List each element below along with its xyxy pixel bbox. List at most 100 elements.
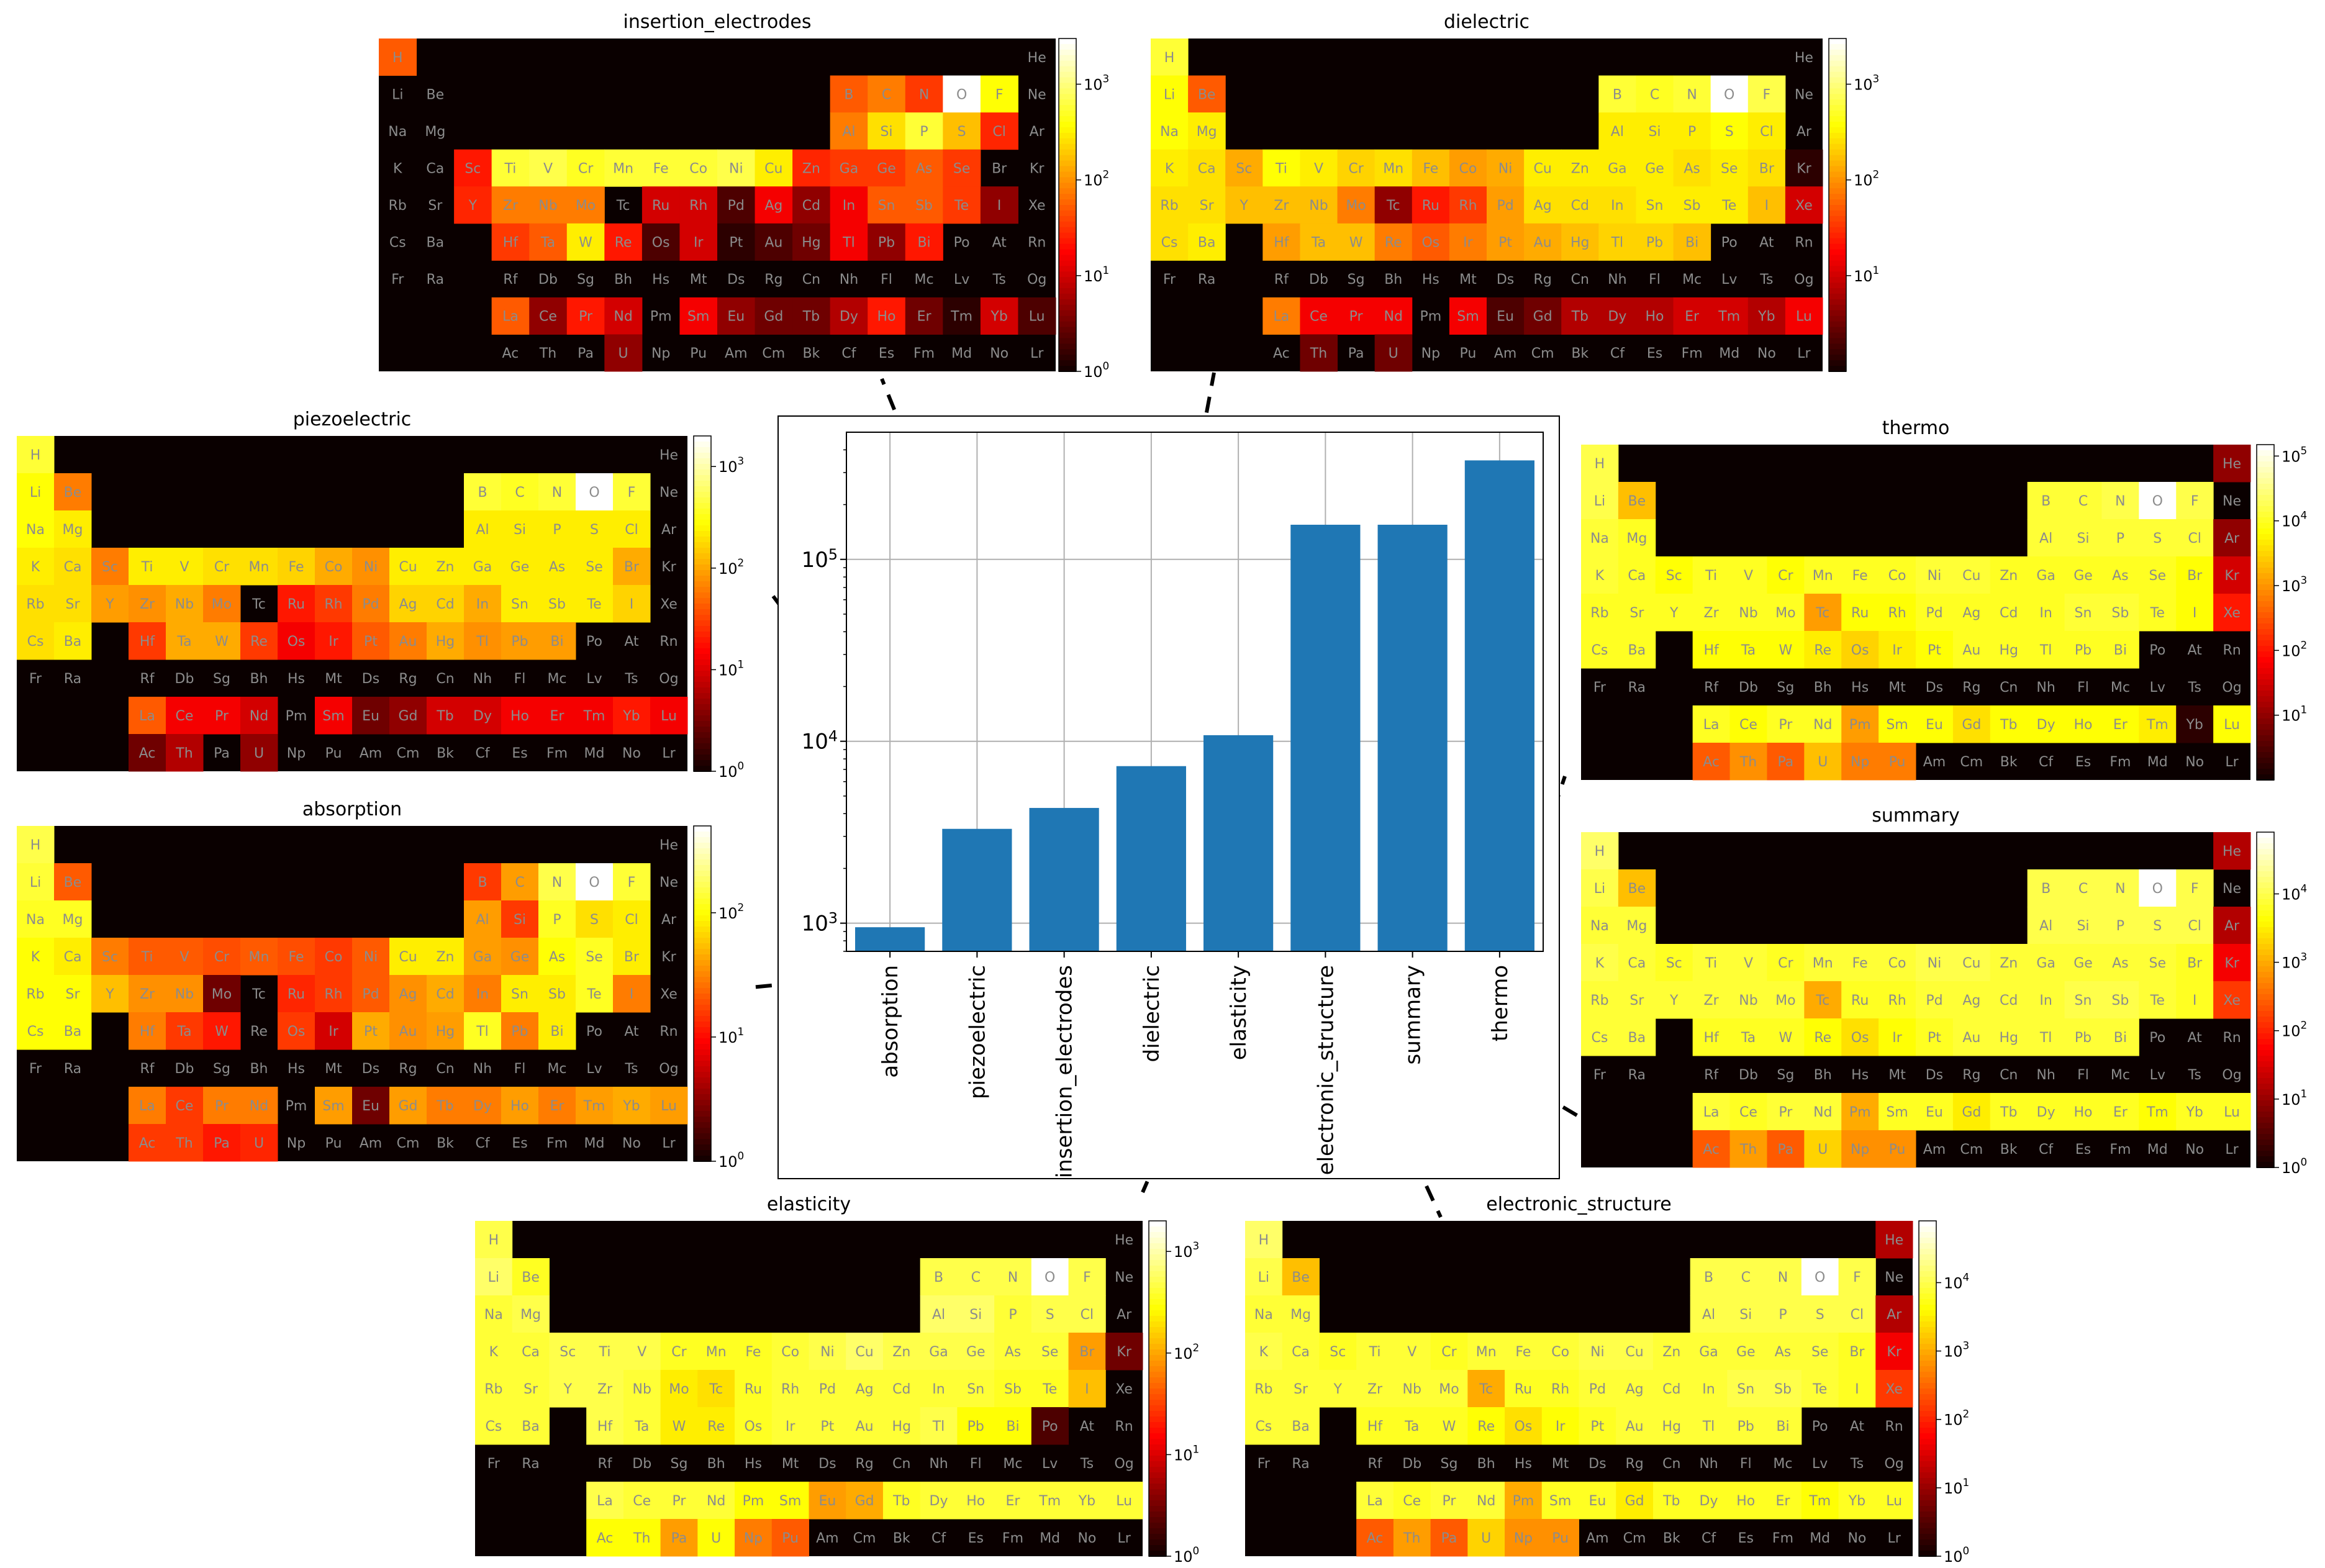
element-label-Cu: Cu	[1625, 1344, 1643, 1360]
colorbar-segment	[1149, 1226, 1166, 1233]
colorbar-segment	[694, 971, 711, 977]
cell-Pa	[1430, 1519, 1468, 1557]
element-label-Fe: Fe	[745, 1344, 761, 1360]
cell-K	[1151, 149, 1189, 187]
cell-Pt	[1579, 1407, 1616, 1445]
colorbar-segment	[1919, 1333, 1936, 1339]
element-label-Mt: Mt	[1888, 1067, 1906, 1083]
element-label-Ne: Ne	[2223, 494, 2241, 509]
element-label-Fe: Fe	[1852, 956, 1868, 971]
colorbar-segment	[2257, 646, 2274, 652]
element-label-Rh: Rh	[324, 597, 342, 612]
element-label-Te: Te	[1812, 1382, 1827, 1397]
cell-Mo	[1337, 186, 1376, 224]
element-label-Ru: Ru	[745, 1382, 762, 1397]
element-label-N: N	[552, 875, 562, 890]
element-label-Yb: Yb	[622, 1099, 640, 1114]
colorbar-segment	[694, 749, 711, 755]
cell-Ta	[166, 1012, 204, 1050]
cell-Ge	[957, 1333, 995, 1371]
colorbar-segment	[1059, 99, 1076, 106]
element-label-Si: Si	[969, 1307, 982, 1323]
cell-Pd	[352, 975, 390, 1013]
cell-Nd	[604, 297, 643, 335]
colorbar-segment	[1059, 332, 1076, 339]
cell-Zr	[1692, 981, 1731, 1019]
element-label-As: As	[1005, 1344, 1022, 1360]
element-label-Hs: Hs	[1515, 1456, 1532, 1472]
element-label-Pu: Pu	[1889, 1142, 1906, 1158]
cell-Ta	[1393, 1407, 1431, 1445]
element-label-Au: Au	[856, 1419, 874, 1434]
colorbar-segment	[1059, 177, 1076, 184]
element-label-Th: Th	[175, 746, 193, 761]
colorbar-segment	[694, 1033, 711, 1039]
cell-Te	[576, 585, 614, 623]
cell-Np	[1841, 743, 1879, 781]
element-label-Ca: Ca	[1628, 568, 1646, 584]
colorbar-segment	[694, 1027, 711, 1033]
element-label-Pb: Pb	[968, 1419, 984, 1434]
cell-W	[203, 622, 241, 660]
element-label-Bk: Bk	[437, 1136, 454, 1151]
cell-Tb	[882, 1482, 921, 1520]
element-label-Ds: Ds	[1589, 1456, 1606, 1472]
element-label-Yb: Yb	[1848, 1493, 1865, 1509]
element-label-Rn: Rn	[1028, 235, 1046, 251]
element-label-Cu: Cu	[1962, 956, 1980, 971]
element-label-Br: Br	[1759, 161, 1775, 176]
cell-Sm	[679, 297, 718, 335]
element-label-He: He	[2223, 844, 2241, 859]
element-label-Pm: Pm	[1849, 717, 1871, 733]
element-label-Fm: Fm	[1772, 1531, 1793, 1546]
colorbar-segment	[1149, 1294, 1166, 1300]
element-label-Mt: Mt	[325, 671, 342, 687]
element-label-Ne: Ne	[659, 485, 678, 501]
element-label-Co: Co	[1888, 568, 1906, 584]
element-label-Sr: Sr	[1200, 198, 1215, 214]
element-label-Nh: Nh	[840, 272, 858, 288]
cell-Er	[905, 297, 943, 335]
colorbar-segment	[2257, 849, 2274, 855]
cell-Zr	[129, 585, 166, 623]
cell-Hg	[792, 223, 831, 261]
element-label-Lu: Lu	[1116, 1493, 1132, 1509]
element-label-Fm: Fm	[546, 746, 568, 761]
cell-Na	[1581, 907, 1619, 945]
element-label-Pa: Pa	[214, 1136, 230, 1151]
element-label-Co: Co	[1888, 956, 1906, 971]
cell-Ag	[755, 186, 793, 224]
cell-Rh	[315, 975, 353, 1013]
cell-Tm	[2139, 705, 2177, 743]
element-label-Ga: Ga	[473, 560, 492, 575]
cell-Be	[1188, 75, 1226, 113]
element-label-Tb: Tb	[1571, 309, 1589, 325]
cell-Na	[17, 510, 55, 548]
colorbar-segment	[694, 659, 711, 666]
colorbar-segment	[694, 464, 711, 470]
cell-Be	[512, 1258, 550, 1296]
cell-Cl	[1838, 1295, 1876, 1333]
cell-Tb	[427, 697, 465, 735]
cell-Au	[389, 622, 427, 660]
cell-Dy	[920, 1482, 958, 1520]
element-label-Lv: Lv	[2150, 1067, 2165, 1083]
element-label-P: P	[553, 522, 561, 538]
colorbar-tick-label: 101	[1084, 264, 1109, 285]
cell-Y	[454, 186, 492, 224]
element-label-Eu: Eu	[362, 709, 379, 724]
colorbar-segment	[1919, 1355, 1936, 1361]
cell-Te	[1710, 186, 1749, 224]
colorbar-segment	[2257, 843, 2274, 850]
colorbar-segment	[1149, 1266, 1166, 1272]
cell-Ac	[129, 1124, 166, 1162]
element-label-Hg: Hg	[1662, 1419, 1682, 1434]
cell-Sr	[1618, 594, 1656, 632]
cell-Mg	[1282, 1295, 1320, 1333]
cell-Ca	[54, 548, 92, 586]
cell-H	[379, 39, 417, 76]
cell-Au	[389, 1012, 427, 1050]
cell-Hg	[427, 1012, 465, 1050]
cell-Pr	[566, 297, 605, 335]
colorbar-segment	[694, 994, 711, 1000]
